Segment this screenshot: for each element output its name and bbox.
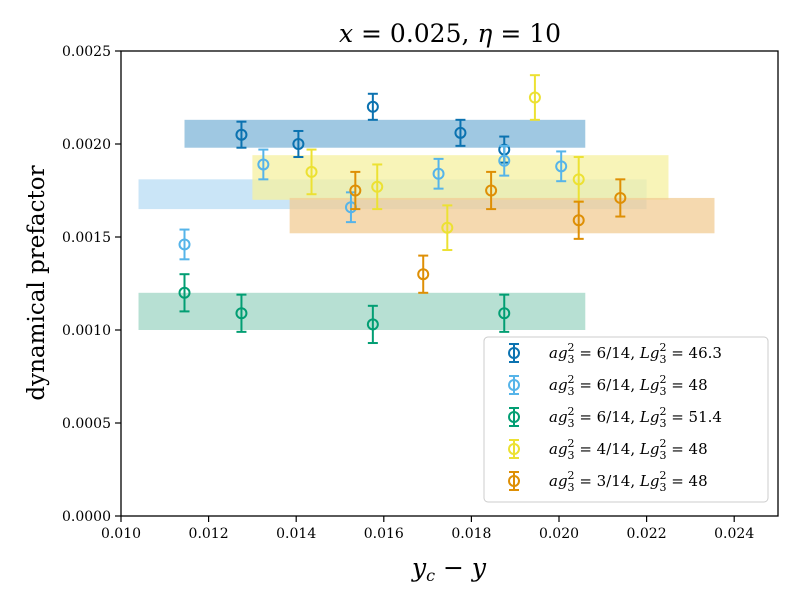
legend-label: ag2 3 = 6/14, Lg2 3 = 48 xyxy=(549,373,708,398)
marker xyxy=(178,286,191,299)
point-series-5-5 xyxy=(614,178,627,218)
x-tick-label: 0.022 xyxy=(627,526,667,542)
y-axis-label: dynamical prefactor xyxy=(24,165,50,400)
band-series-1 xyxy=(184,119,586,148)
point-series-5-3 xyxy=(485,170,498,211)
point-series-3-1 xyxy=(178,273,191,313)
x-tick-label: 0.020 xyxy=(539,526,579,542)
x-axis-ticks: 0.010 0.012 0.014 0.016 0.018 0.020 0.022 0.024 xyxy=(101,516,754,542)
x-tick-label: 0.010 xyxy=(101,526,141,542)
marker xyxy=(498,307,511,320)
point-series-4-4 xyxy=(528,74,541,121)
x-tick-label: 0.012 xyxy=(189,526,229,542)
legend-label: ag2 3 = 6/14, Lg2 3 = 51.4 xyxy=(549,405,722,430)
band-series-5 xyxy=(289,197,715,234)
x-tick-label: 0.016 xyxy=(364,526,404,542)
marker xyxy=(498,154,511,167)
y-tick-label: 0.0015 xyxy=(62,230,111,246)
legend-entry-4: ag2 3 = 4/14, Lg2 3 = 48 xyxy=(508,437,708,462)
marker xyxy=(235,128,248,141)
marker xyxy=(371,180,384,193)
chart-title: x = 0.025, η = 10 xyxy=(339,19,561,48)
point-series-4-1 xyxy=(305,148,318,196)
legend-label: ag2 3 = 4/14, Lg2 3 = 48 xyxy=(549,437,708,462)
point-series-3-4 xyxy=(498,293,511,333)
point-series-5-1 xyxy=(349,170,362,211)
point-series-2-4 xyxy=(432,157,445,190)
point-series-4-2 xyxy=(371,163,384,211)
y-axis-ticks: 0.0000 0.0005 0.0010 0.0015 0.0020 0.0025 xyxy=(62,44,121,525)
legend-label: ag2 3 = 3/14, Lg2 3 = 48 xyxy=(549,469,708,494)
marker xyxy=(417,268,430,281)
point-series-5-4 xyxy=(572,200,585,240)
legend-marker xyxy=(508,347,520,359)
point-series-1-3 xyxy=(366,92,379,121)
legend-marker xyxy=(508,379,520,391)
marker xyxy=(305,165,318,178)
legend-marker xyxy=(508,411,520,423)
point-series-2-1 xyxy=(178,228,191,261)
marker xyxy=(528,91,541,104)
point-series-1-2 xyxy=(292,129,305,159)
marker xyxy=(292,138,305,150)
confidence-bands xyxy=(138,119,715,330)
legend-entry-1: ag2 3 = 6/14, Lg2 3 = 46.3 xyxy=(508,341,722,366)
y-tick-label: 0.0025 xyxy=(62,44,111,60)
legend-entry-2: ag2 3 = 6/14, Lg2 3 = 48 xyxy=(508,373,708,398)
plot-frame xyxy=(120,50,779,517)
point-series-3-2 xyxy=(235,293,248,333)
point-series-1-1 xyxy=(235,120,248,149)
marker xyxy=(572,214,585,227)
legend: ag2 3 = 6/14, Lg2 3 = 46.3 ag2 3 = 6/14, Lg2… xyxy=(483,336,769,503)
y-tick-label: 0.0020 xyxy=(62,137,111,153)
band-series-4 xyxy=(252,155,669,200)
marker xyxy=(555,160,568,173)
marker xyxy=(432,167,445,180)
point-series-2-6 xyxy=(555,150,568,183)
marker xyxy=(454,126,467,139)
marker xyxy=(349,184,362,197)
point-series-1-4 xyxy=(454,118,467,147)
legend-entry-5: ag2 3 = 3/14, Lg2 3 = 48 xyxy=(508,469,708,494)
point-series-5-2 xyxy=(417,254,430,294)
legend-label: ag2 3 = 6/14, Lg2 3 = 46.3 xyxy=(549,341,722,366)
point-series-4-3 xyxy=(441,204,454,252)
marker xyxy=(366,318,379,331)
marker xyxy=(178,238,191,251)
y-tick-label: 0.0005 xyxy=(62,416,111,432)
point-series-2-2 xyxy=(257,148,270,181)
legend-frame xyxy=(483,336,769,503)
point-series-3-3 xyxy=(366,304,379,345)
marker xyxy=(257,158,270,171)
y-tick-label: 0.0000 xyxy=(62,509,111,525)
legend-marker xyxy=(508,443,520,455)
marker xyxy=(366,100,379,113)
marker xyxy=(441,221,454,234)
y-tick-label: 0.0010 xyxy=(62,323,111,339)
point-series-2-5 xyxy=(498,144,511,177)
marker xyxy=(235,307,248,320)
legend-entry-3: ag2 3 = 6/14, Lg2 3 = 51.4 xyxy=(508,405,722,430)
x-tick-label: 0.014 xyxy=(276,526,316,542)
data-points xyxy=(178,74,627,345)
marker xyxy=(572,173,585,186)
legend-marker xyxy=(508,475,520,487)
marker xyxy=(485,184,498,197)
x-axis-label: yc − y xyxy=(411,553,487,585)
band-series-3 xyxy=(138,292,586,330)
x-tick-label: 0.018 xyxy=(451,526,491,542)
marker xyxy=(614,191,627,204)
x-tick-label: 0.024 xyxy=(714,526,754,542)
